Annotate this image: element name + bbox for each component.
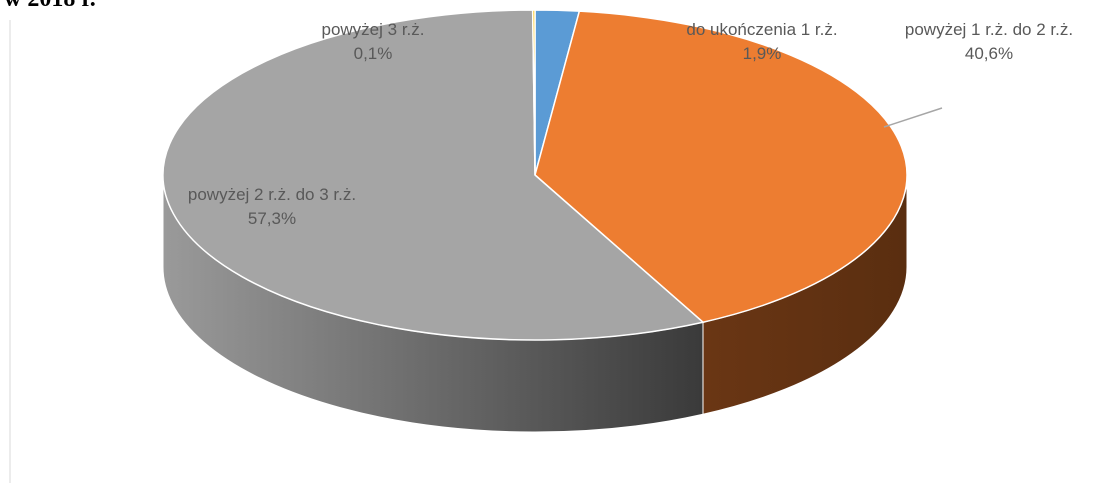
pie-slice [534, 10, 908, 324]
data-label: powyżej 1 r.ż. do 2 r.ż. 40,6% [894, 18, 1084, 66]
chart-title: w 2018 r. [4, 0, 96, 13]
pie-tops [162, 9, 908, 341]
category-label: powyżej 2 r.ż. do 3 r.ż. [187, 185, 357, 204]
data-label: do ukończenia 1 r.ż. 1,9% [647, 18, 877, 66]
value-label: 1,9% [742, 44, 782, 63]
data-label: powyżej 2 r.ż. do 3 r.ż. 57,3% [177, 183, 367, 231]
leader-line [883, 107, 943, 128]
category-label: powyżej 1 r.ż. do 2 r.ż. [904, 20, 1074, 39]
value-label: 57,3% [247, 209, 297, 228]
pie-slice [531, 9, 536, 176]
pie-slice [162, 9, 705, 341]
value-label: 40,6% [964, 44, 1014, 63]
data-label: powyżej 3 r.ż. 0,1% [273, 18, 473, 66]
category-label: powyżej 3 r.ż. [321, 20, 425, 39]
value-label: 0,1% [353, 44, 393, 63]
category-label: do ukończenia 1 r.ż. [686, 20, 838, 39]
